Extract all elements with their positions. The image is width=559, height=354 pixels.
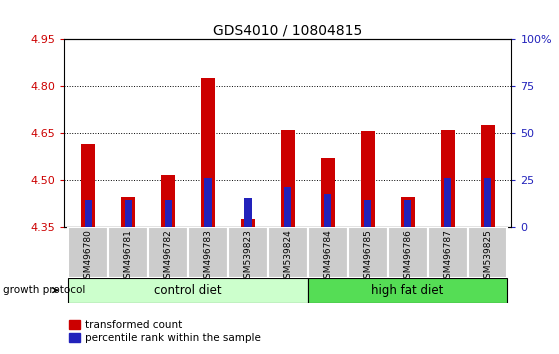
- Bar: [125, 200, 132, 227]
- Bar: [308, 227, 348, 278]
- Bar: [164, 200, 172, 227]
- Text: GSM496780: GSM496780: [84, 229, 93, 284]
- Bar: [361, 131, 375, 227]
- Bar: [440, 130, 454, 227]
- Bar: [244, 198, 252, 227]
- Bar: [188, 227, 228, 278]
- Bar: [364, 200, 371, 227]
- Bar: [428, 227, 467, 278]
- Bar: [285, 188, 291, 227]
- Bar: [467, 227, 508, 278]
- Title: GDS4010 / 10804815: GDS4010 / 10804815: [214, 24, 362, 38]
- Text: GSM539823: GSM539823: [244, 229, 253, 284]
- Bar: [268, 227, 308, 278]
- Text: growth protocol: growth protocol: [3, 285, 85, 295]
- Bar: [401, 197, 415, 227]
- Text: GSM496785: GSM496785: [363, 229, 372, 284]
- Text: control diet: control diet: [154, 284, 222, 297]
- Bar: [241, 219, 255, 227]
- Bar: [108, 227, 148, 278]
- Text: GSM496787: GSM496787: [443, 229, 452, 284]
- Bar: [68, 278, 308, 303]
- Bar: [68, 227, 108, 278]
- Bar: [348, 227, 388, 278]
- Bar: [444, 178, 451, 227]
- Bar: [148, 227, 188, 278]
- Bar: [481, 125, 495, 227]
- Text: high fat diet: high fat diet: [372, 284, 444, 297]
- Text: GSM496781: GSM496781: [124, 229, 132, 284]
- Text: GSM496782: GSM496782: [164, 229, 173, 284]
- Bar: [281, 130, 295, 227]
- Bar: [81, 144, 95, 227]
- Bar: [84, 200, 92, 227]
- Bar: [484, 178, 491, 227]
- Bar: [404, 200, 411, 227]
- Legend: transformed count, percentile rank within the sample: transformed count, percentile rank withi…: [69, 320, 261, 343]
- Bar: [308, 278, 508, 303]
- Bar: [388, 227, 428, 278]
- Text: GSM496783: GSM496783: [203, 229, 212, 284]
- Bar: [321, 158, 335, 227]
- Bar: [121, 197, 135, 227]
- Bar: [205, 178, 212, 227]
- Text: GSM539824: GSM539824: [283, 229, 292, 284]
- Bar: [324, 194, 331, 227]
- Text: GSM496784: GSM496784: [323, 229, 332, 284]
- Bar: [228, 227, 268, 278]
- Bar: [201, 78, 215, 227]
- Text: GSM539825: GSM539825: [483, 229, 492, 284]
- Text: GSM496786: GSM496786: [403, 229, 412, 284]
- Bar: [161, 175, 175, 227]
